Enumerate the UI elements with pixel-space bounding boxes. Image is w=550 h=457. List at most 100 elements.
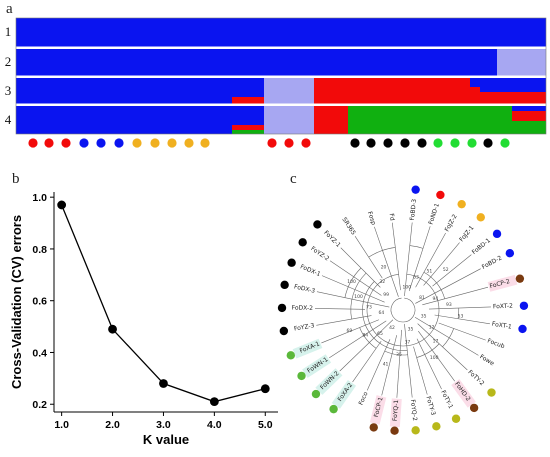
row4-cluster-red — [314, 106, 348, 134]
sample-dot — [184, 138, 194, 148]
tree-arc — [362, 281, 408, 351]
sample-dot — [167, 138, 177, 148]
leaf-dot — [311, 389, 321, 399]
leaf-label: FoDX-3 — [293, 283, 315, 294]
leaf-dot — [457, 199, 466, 209]
leaf-dot — [297, 371, 306, 381]
node-value: 81 — [419, 295, 425, 301]
node-value: 53 — [458, 314, 464, 320]
tree-branch — [354, 236, 383, 279]
y-tick-label: 1.0 — [32, 192, 47, 204]
clade-highlight — [292, 338, 323, 359]
x-tick-label: 5.0 — [258, 419, 273, 431]
sample-dot — [383, 138, 393, 148]
cv-error-chart: 1.0 2.0 3.0 4.0 5.0 0.20.40.60.81.0 K value … — [9, 192, 278, 447]
sample-dot — [267, 138, 277, 148]
clade-highlight — [487, 274, 518, 292]
clade-highlight — [369, 395, 387, 425]
tree-branch — [316, 315, 372, 326]
leaf-dot — [411, 426, 420, 435]
node-value: 100 — [354, 294, 363, 300]
sample-dot — [132, 138, 142, 148]
leaf-dot — [492, 229, 502, 239]
leaf-label: FoXT-2 — [493, 303, 513, 311]
y-tick-label: 0.2 — [32, 399, 47, 411]
tree-branch — [352, 340, 382, 383]
node-value: 52 — [443, 267, 449, 273]
row2-cluster-blue — [16, 49, 497, 76]
tree-branch — [329, 260, 382, 296]
tree-branch — [417, 323, 468, 371]
tree-branch — [321, 319, 380, 344]
tree-branch — [413, 346, 428, 395]
leaf-dot — [432, 422, 441, 431]
tree-branch — [381, 335, 398, 396]
leaf-label: FoXT-1 — [491, 321, 512, 331]
leaf-label: FoWN-2 — [319, 370, 341, 391]
row-label: 2 — [5, 54, 12, 69]
tree-branch — [414, 316, 479, 356]
tree-branch — [340, 247, 381, 288]
row2-cluster-lavender — [497, 49, 546, 76]
y-tick-label: 0.4 — [32, 347, 47, 359]
tree-arc — [366, 273, 440, 347]
data-point — [260, 384, 270, 394]
node-value: 65 — [377, 331, 383, 337]
structure-row-2 — [16, 49, 546, 76]
panel-c-letter: c — [290, 171, 297, 187]
node-value: 94 — [433, 296, 439, 302]
row-label: 4 — [5, 112, 12, 127]
node-value: 69 — [347, 328, 353, 334]
node-value: 17 — [433, 339, 439, 345]
tree-branch — [404, 222, 413, 297]
tree-arc — [344, 267, 362, 298]
tree-branch — [404, 323, 413, 398]
x-ticks: 1.0 2.0 3.0 4.0 5.0 — [54, 412, 273, 431]
tree-branches — [315, 222, 491, 398]
tree-branch — [391, 222, 401, 291]
leaf-label: FoBD-3 — [409, 198, 418, 220]
sample-dot — [284, 138, 294, 148]
leaf-label: Focub — [486, 337, 505, 350]
sample-dot — [500, 138, 510, 148]
leaf-label: FoBD-1 — [471, 237, 492, 256]
tree-branch — [438, 322, 486, 341]
node-value: 32 — [379, 279, 385, 285]
sample-dot — [483, 138, 493, 148]
y-ticks: 0.2 0.4 0.6 0.8 1.0 — [32, 192, 54, 411]
x-tick-label: 3.0 — [156, 419, 171, 431]
leaf-dot — [298, 238, 307, 247]
tree-branch — [315, 308, 366, 310]
row-labels: 1 2 3 4 — [5, 24, 12, 127]
y-tick-label: 0.6 — [32, 296, 47, 308]
structure-row-4 — [16, 106, 546, 134]
tree-arc — [350, 272, 367, 320]
row3-blue-step — [480, 87, 546, 92]
leaf-dot — [390, 426, 399, 435]
x-axis-label: K value — [143, 432, 189, 447]
tree-branch — [434, 314, 490, 325]
tree-branch — [339, 319, 394, 372]
leaf-label: FoCP-1 — [373, 396, 385, 418]
tree-arc — [390, 297, 416, 323]
leaf-dot — [515, 274, 525, 283]
node-value: 35 — [396, 352, 402, 358]
tree-branch — [329, 320, 387, 359]
tree-arc — [442, 328, 455, 348]
sample-dot — [61, 138, 71, 148]
row-label: 1 — [5, 24, 12, 39]
tree-arc — [409, 245, 424, 249]
node-value: 35 — [421, 314, 427, 320]
clade-highlight — [331, 380, 357, 409]
tree-highlights — [292, 274, 518, 428]
leaf-label: FoBD-2 — [481, 254, 504, 270]
row3-blue-top-right — [470, 78, 546, 87]
node-value: 20 — [381, 264, 387, 270]
leaf-label: FoDX-2 — [292, 305, 314, 312]
sample-dots — [28, 138, 510, 148]
sample-dot — [467, 138, 477, 148]
node-value: 12 — [429, 324, 435, 330]
sample-dot — [350, 138, 360, 148]
